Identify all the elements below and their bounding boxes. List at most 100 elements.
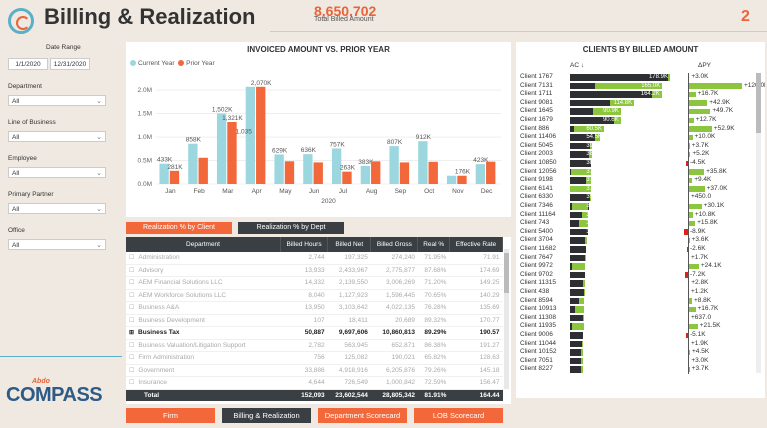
date-start-input[interactable]: 1/1/2020 — [8, 58, 48, 70]
client-delta-bar — [683, 229, 688, 235]
expand-icon[interactable]: ☐ — [129, 305, 135, 312]
clients-scrollbar-thumb[interactable] — [756, 73, 761, 133]
client-row[interactable]: Client 10850 38.4K -4.5K — [520, 159, 760, 168]
client-row[interactable]: Client 1711 164.2K +16.7K — [520, 90, 760, 99]
department-name: Business A&A — [138, 304, 180, 312]
expand-icon[interactable]: ☐ — [129, 367, 135, 374]
client-row[interactable]: Client 10152 23.5K +4.5K — [520, 348, 760, 357]
client-row[interactable]: Client 12056 37.4K +35.8K — [520, 168, 760, 177]
nav-firm-button[interactable]: Firm — [126, 408, 215, 423]
col-dpy-header[interactable]: ΔPY — [698, 62, 712, 69]
department-cell: ☐ Advisory — [126, 264, 281, 277]
client-row[interactable]: Client 3704 29.9K +3.6K — [520, 236, 760, 245]
nav-lob-button[interactable]: LOB Scorecard — [414, 408, 503, 423]
total-cell: 164.44 — [449, 389, 503, 401]
client-row[interactable]: Client 5400 31.9K -8.9K — [520, 228, 760, 237]
column-header[interactable]: Billed Hours — [280, 237, 329, 252]
client-delta-bar — [688, 203, 702, 210]
date-end-input[interactable]: 12/31/2020 — [50, 58, 90, 70]
expand-icon[interactable]: ☐ — [129, 317, 135, 324]
table-row[interactable]: ☐ AEM Workforce Solutions LLC 8,040 1,127,9… — [126, 289, 503, 302]
client-row[interactable]: Client 9081 114.8K +42.9K — [520, 99, 760, 108]
expand-icon[interactable]: ☐ — [129, 342, 135, 349]
client-row[interactable]: Client 743 32.4K +15.8K — [520, 219, 760, 228]
client-row[interactable]: Client 9972 27.7K +24.1K — [520, 262, 760, 271]
client-row[interactable]: Client 6141 37.0K +37.0K — [520, 185, 760, 194]
client-row[interactable]: Client 9198 37.4K +9.4K — [520, 176, 760, 185]
filter-dropdown[interactable]: All ⌄ — [8, 239, 106, 250]
table-row[interactable]: ☐ Business Development 107 18,411 20,689 89.3… — [126, 314, 503, 327]
filter-dropdown[interactable]: All ⌄ — [8, 95, 106, 106]
client-row[interactable]: Client 7051 23.3K +3.0K — [520, 357, 760, 366]
table-row[interactable]: ⊞ Business Tax 50,887 9,697,606 10,860,813 89… — [126, 326, 503, 340]
nav-department-button[interactable]: Department Scorecard — [318, 408, 407, 423]
client-delta-label: +3.6K — [691, 236, 709, 244]
expand-icon[interactable]: ⊞ — [129, 330, 135, 337]
tab-realization-by-dept[interactable]: Realization % by Dept — [238, 222, 344, 234]
client-row[interactable]: Client 1767 178.9K +3.0K — [520, 73, 760, 82]
client-row[interactable]: Client 8227 23.2K +3.7K — [520, 365, 760, 374]
client-row[interactable]: Client 6330 35.6K +450.0 — [520, 193, 760, 202]
table-row[interactable]: ☐ Advisory 13,933 2,433,967 2,775,877 87.68% 1… — [126, 264, 503, 277]
client-row[interactable]: Client 9702 26.9K -7.2K — [520, 271, 760, 280]
expand-icon[interactable]: ☐ — [129, 280, 135, 287]
client-gain-segment — [613, 117, 621, 124]
client-row[interactable]: Client 5045 39.4K +3.7K — [520, 142, 760, 151]
client-row[interactable]: Client 7131 165.0K +120.0K — [520, 82, 765, 91]
client-row[interactable]: Client 2003 38.6K +5.2K — [520, 150, 760, 159]
expand-icon[interactable]: ☐ — [129, 355, 135, 362]
column-header[interactable]: Real % — [417, 237, 450, 252]
client-row[interactable]: Client 1645 90.9K +49.7K — [520, 107, 760, 116]
table-row[interactable]: ☐ AEM Financial Solutions LLC 14,332 2,139,… — [126, 276, 503, 290]
client-row[interactable]: Client 10913 25.0K +16.7K — [520, 305, 760, 314]
clients-scrollbar[interactable] — [756, 73, 761, 373]
nav-billing-button[interactable]: Billing & Realization — [222, 408, 311, 423]
client-ac-label: 24.7K — [586, 314, 602, 321]
client-row[interactable]: Client 7346 33.1K +30.1K — [520, 202, 760, 211]
client-row[interactable]: Client 8594 25.3K +8.8K — [520, 297, 760, 306]
client-row[interactable]: Client 9006 23.8K -5.1K — [520, 331, 760, 340]
x-tick-label: Apr — [252, 188, 263, 195]
expand-icon[interactable]: ☐ — [129, 255, 135, 262]
client-row[interactable]: Client 11044 23.6K +1.9K — [520, 340, 760, 349]
table-cell: 156.47 — [449, 376, 503, 390]
col-ac-header[interactable]: AC ↓ — [570, 62, 585, 69]
client-row[interactable]: Client 11406 54.5K +10.0K — [520, 133, 760, 142]
client-name: Client 11308 — [520, 313, 557, 321]
table-scrollbar[interactable] — [504, 249, 509, 389]
chevron-down-icon: ⌄ — [96, 134, 102, 141]
table-row[interactable]: ☐ Government 33,886 4,918,916 6,205,876 79.26… — [126, 364, 503, 377]
table-row[interactable]: ☐ Administration 2,744 197,325 274,240 71.95%… — [126, 252, 503, 265]
expand-icon[interactable]: ☐ — [129, 267, 135, 274]
expand-icon[interactable]: ☐ — [129, 292, 135, 299]
column-header[interactable]: Billed Gross — [370, 237, 419, 252]
chevron-down-icon: ⌄ — [96, 98, 102, 105]
client-row[interactable]: Client 11308 24.7K +637.0 — [520, 314, 760, 323]
table-row[interactable]: ☐ Business A&A 13,950 3,103,642 4,022,135 76.… — [126, 301, 503, 315]
client-row[interactable]: Client 438 25.9K +1.2K — [520, 288, 760, 297]
client-row[interactable]: Client 11682 28.9K -2.6K — [520, 245, 760, 254]
client-row[interactable]: Client 11935 24.6K +21.5K — [520, 322, 760, 331]
column-header[interactable]: Department — [126, 237, 281, 252]
filter-dropdown[interactable]: All ⌄ — [8, 203, 106, 214]
client-row[interactable]: Client 1679 90.6K +12.7K — [520, 116, 760, 125]
column-header[interactable]: Billed Net — [327, 237, 372, 252]
client-row[interactable]: Client 11164 32.8K +10.8K — [520, 211, 760, 220]
client-gain-segment — [585, 254, 587, 262]
client-gain-segment — [574, 306, 584, 313]
column-header[interactable]: Effective Rate — [449, 237, 504, 252]
table-scrollbar-thumb[interactable] — [504, 253, 509, 293]
filter-dropdown[interactable]: All ⌄ — [8, 167, 106, 178]
table-row[interactable]: ☐ Firm Administration 756 125,082 190,021 65.… — [126, 351, 503, 365]
client-row[interactable]: Client 11315 26.6K +2.8K — [520, 279, 760, 288]
expand-icon[interactable]: ☐ — [129, 380, 135, 387]
tab-realization-by-client[interactable]: Realization % by Client — [126, 222, 232, 234]
client-row[interactable]: Client 7647 28.7K +1.7K — [520, 254, 760, 263]
client-gain-segment — [582, 211, 589, 219]
table-row[interactable]: ☐ Business Valuation/Litigation Support 2,… — [126, 339, 503, 352]
client-row[interactable]: Client 886 60.5K +52.9K — [520, 125, 760, 134]
table-row[interactable]: ☐ Insurance 4,644 726,549 1,000,842 72.59% 156… — [126, 376, 503, 390]
filter-dropdown[interactable]: All ⌄ — [8, 131, 106, 142]
bar-prior — [428, 161, 438, 184]
table-cell: 3,103,642 — [327, 301, 371, 315]
